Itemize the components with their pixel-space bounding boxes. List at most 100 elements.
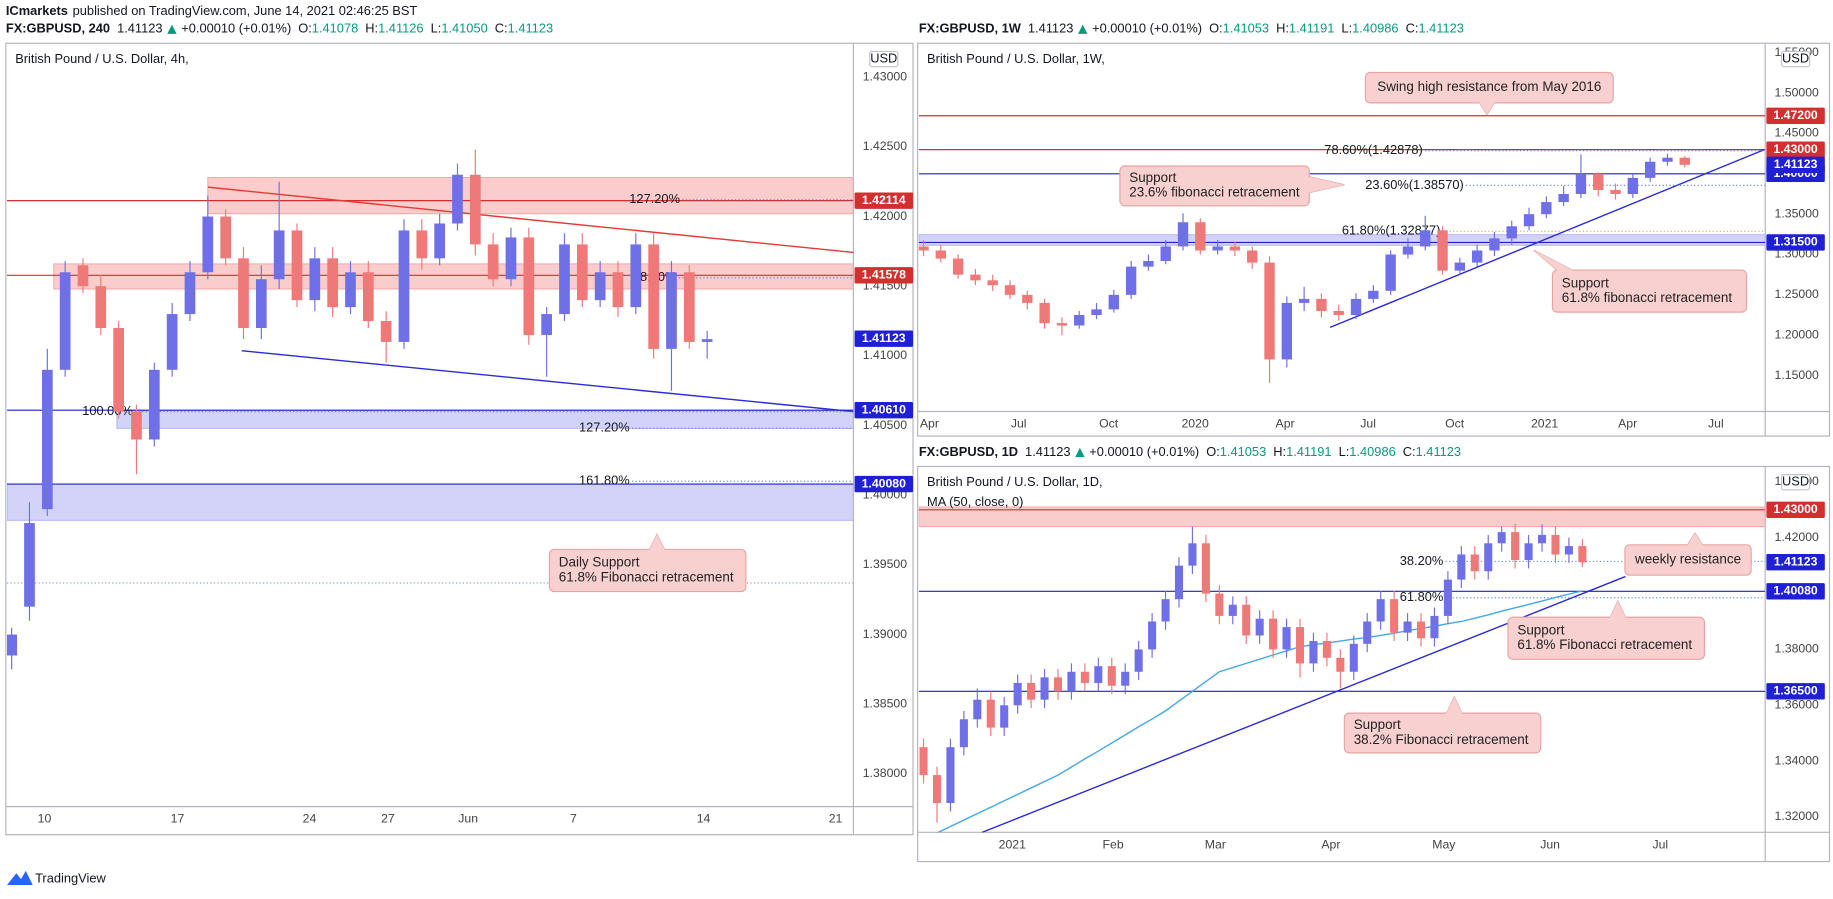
annotation-text: Support <box>1354 717 1401 732</box>
zone <box>53 263 854 290</box>
annotation-text: Support <box>1129 170 1176 185</box>
header-ohlc-value: 1.41191 <box>1286 444 1331 459</box>
candle-body <box>1506 226 1517 239</box>
currency: USD <box>870 50 897 65</box>
candle-body <box>1229 246 1241 251</box>
fib-label: 161.80% <box>579 473 630 488</box>
level-price-label-bg <box>854 475 913 493</box>
annotation-text: 23.6% fibonacci retracement <box>1129 185 1300 200</box>
y-tick-label: 1.42500 <box>863 139 908 153</box>
candle-body <box>1094 666 1103 683</box>
header-ohlc-label: H: <box>365 21 378 36</box>
trend-line <box>207 186 854 254</box>
header-ohlc-label: O: <box>1209 21 1223 36</box>
candle-body <box>24 523 35 607</box>
candle-body <box>1107 666 1116 686</box>
candle-body <box>505 237 517 280</box>
candle-body <box>362 272 374 322</box>
header-ohlc-value: 1.41053 <box>1220 444 1266 459</box>
candle-body <box>1537 534 1547 544</box>
last-price-label: 1.41123 <box>862 331 906 345</box>
candle-body <box>1022 294 1033 303</box>
header-ohlc-label: C: <box>1403 444 1416 459</box>
header-last: 1.41123 <box>1028 21 1073 36</box>
candle-body <box>1247 250 1258 263</box>
brand: TradingView <box>35 870 106 885</box>
candle-body <box>1489 238 1500 251</box>
level-price-label-bg <box>1766 583 1825 600</box>
candle-body <box>1662 157 1673 162</box>
x-tick-label: Jul <box>1708 417 1724 431</box>
level-price-label: 1.40080 <box>862 476 907 490</box>
candle-body <box>1593 173 1604 190</box>
candle-body <box>1363 621 1372 644</box>
x-tick-label: Apr <box>1321 837 1340 851</box>
candle-body <box>1679 157 1690 165</box>
panel-border <box>917 465 1831 863</box>
y-tick-label: 1.36000 <box>1775 698 1820 712</box>
level-price-label: 1.42114 <box>862 193 906 207</box>
up-arrow <box>1075 447 1085 458</box>
candle-body <box>1457 554 1466 580</box>
candle-body <box>594 272 606 301</box>
candle-body <box>1255 618 1264 636</box>
candle-body <box>238 258 249 328</box>
candle-body <box>1558 194 1569 203</box>
candle-body <box>1160 246 1171 261</box>
x-tick-label: Jun <box>458 812 478 826</box>
candle-body <box>1228 604 1237 616</box>
chart-panel: 78.60%(1.42878) 23.60%(1.38570) 61.80%(1.3… <box>917 21 1831 437</box>
candle-body <box>1091 309 1102 316</box>
level-price-label-bg <box>1766 501 1825 518</box>
candle-body <box>1282 627 1291 650</box>
candle-body <box>1004 285 1016 295</box>
annotation-pointer-join <box>1686 533 1704 546</box>
candle-body <box>559 244 570 315</box>
candle-body <box>648 244 659 349</box>
fib-label: 78.60%(1.42878) <box>1324 142 1423 157</box>
candle-body <box>95 286 107 328</box>
candle-body <box>1309 641 1318 664</box>
y-tick-label: 1.38500 <box>863 696 908 710</box>
candle-body <box>1013 682 1022 706</box>
candle-body <box>1564 546 1573 555</box>
candle-body <box>309 258 321 301</box>
plot-area: 38.20% 61.80% <box>918 506 1766 833</box>
candle-body <box>952 258 964 275</box>
annotation-box <box>1551 269 1748 313</box>
candle-body <box>398 230 410 342</box>
candle-body <box>220 216 231 259</box>
candle-body <box>1080 671 1089 683</box>
y-tick-label: 1.34000 <box>1775 753 1820 767</box>
candle-body <box>113 327 124 412</box>
y-tick-label: 1.25000 <box>1775 287 1820 301</box>
candle-body <box>1471 250 1483 263</box>
candle-body <box>59 272 71 370</box>
candle-body <box>935 250 947 259</box>
candle-body <box>469 174 481 245</box>
up-arrow <box>167 24 177 34</box>
x-tick-label: 14 <box>697 812 711 826</box>
fib-label: 61.80% <box>1400 589 1444 604</box>
candle-body <box>148 369 160 440</box>
annotation-text: 61.8% Fibonacci retracement <box>1517 637 1692 652</box>
x-tick-label: Oct <box>1099 417 1119 431</box>
fib-label: 127.20% <box>629 191 680 206</box>
candle-body <box>452 174 463 224</box>
candle-body <box>7 634 18 656</box>
header-ohlc-label: L: <box>431 21 442 36</box>
currency: USD <box>1782 474 1809 489</box>
candle-body <box>1281 302 1293 360</box>
candle-body <box>345 272 356 308</box>
annotation-pointer-join <box>1446 696 1463 715</box>
trend-line <box>241 350 854 413</box>
candle-body <box>1368 290 1379 299</box>
header-ohlc-label: L: <box>1341 21 1352 36</box>
header-ohlc-value: 1.41053 <box>1223 21 1269 36</box>
candle-body <box>986 699 995 728</box>
candle-body <box>1108 294 1120 310</box>
